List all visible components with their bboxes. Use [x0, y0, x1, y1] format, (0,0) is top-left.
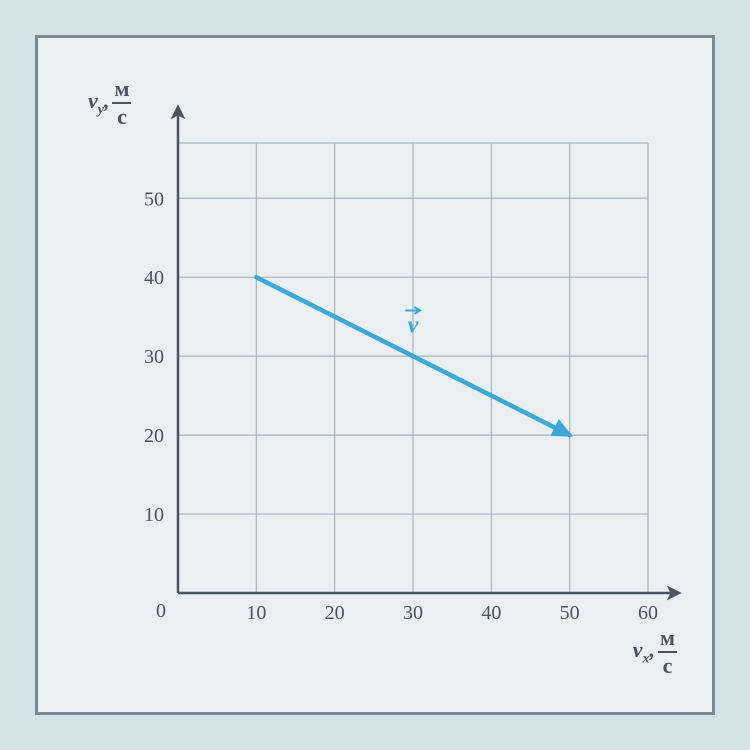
x-unit-fraction: м c: [658, 627, 677, 677]
y-var: v: [88, 88, 98, 113]
svg-text:40: 40: [481, 602, 501, 624]
svg-text:50: 50: [144, 188, 164, 210]
svg-text:0: 0: [156, 600, 166, 622]
chart-frame: vy, м c vx, м c 10 20 30 40 50 60 10 20 30 40 50 0 v: [35, 35, 715, 715]
x-unit-den: c: [658, 653, 677, 677]
svg-text:30: 30: [144, 346, 164, 368]
chart-svg: 10 20 30 40 50 60 10 20 30 40 50 0 v: [68, 68, 688, 688]
svg-text:30: 30: [403, 602, 423, 624]
svg-text:10: 10: [144, 504, 164, 526]
x-var: v: [633, 637, 643, 662]
y-unit-num: м: [112, 78, 131, 104]
svg-text:40: 40: [144, 267, 164, 289]
y-axis-label: vy, м c: [88, 78, 131, 128]
svg-text:20: 20: [325, 602, 345, 624]
svg-text:v: v: [408, 312, 419, 338]
svg-text:60: 60: [638, 602, 658, 624]
x-sub: x: [643, 651, 650, 666]
x-unit-num: м: [658, 627, 677, 653]
svg-text:20: 20: [144, 425, 164, 447]
y-sub: y: [98, 102, 104, 117]
svg-text:10: 10: [246, 602, 266, 624]
y-unit-fraction: м c: [112, 78, 131, 128]
y-unit-den: c: [112, 104, 131, 128]
svg-text:50: 50: [560, 602, 580, 624]
x-axis-label: vx, м c: [633, 627, 677, 677]
chart-container: vy, м c vx, м c 10 20 30 40 50 60 10 20 30 40 50 0 v: [68, 68, 682, 682]
